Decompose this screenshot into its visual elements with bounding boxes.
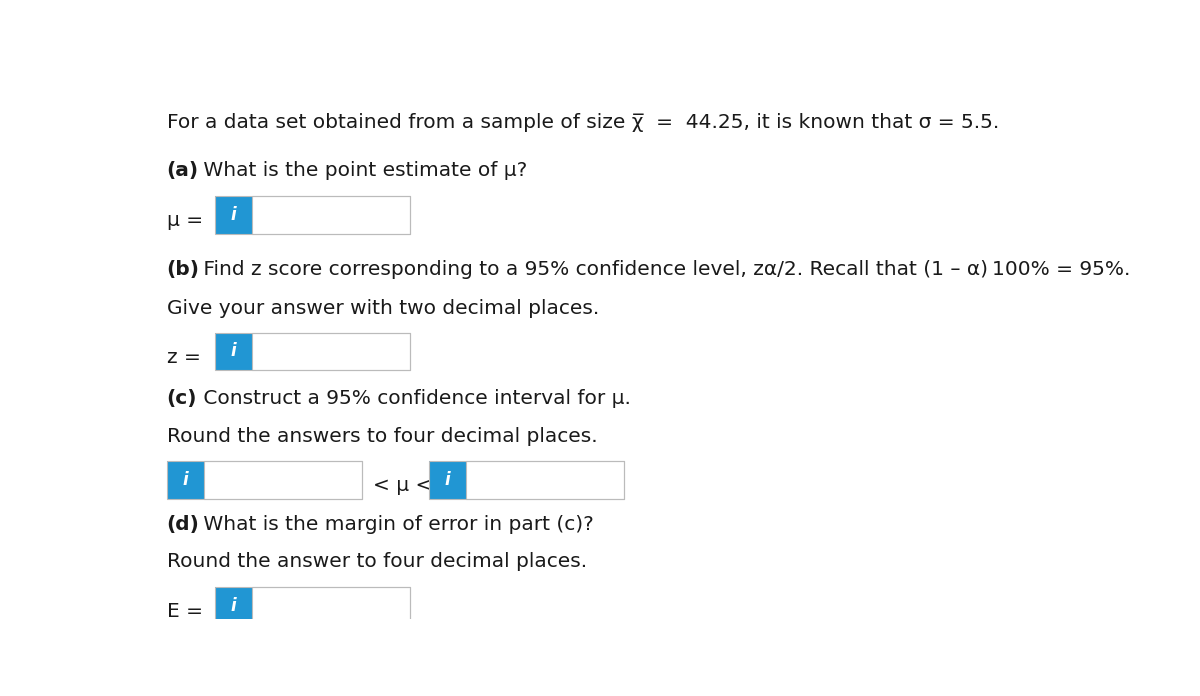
Text: Round the answers to four decimal places.: Round the answers to four decimal places… — [167, 427, 598, 445]
Text: What is the margin of error in part (c)?: What is the margin of error in part (c)? — [198, 515, 594, 534]
Text: i: i — [230, 597, 236, 615]
FancyBboxPatch shape — [215, 333, 252, 370]
FancyBboxPatch shape — [252, 196, 410, 234]
Text: E =: E = — [167, 602, 203, 622]
FancyBboxPatch shape — [466, 461, 624, 499]
Text: (d): (d) — [167, 515, 199, 534]
Text: i: i — [182, 471, 188, 489]
Text: Give your answer with two decimal places.: Give your answer with two decimal places… — [167, 299, 599, 319]
FancyBboxPatch shape — [252, 587, 410, 625]
Text: For a data set obtained from a sample of size χ̅  =  44.25, it is known that σ =: For a data set obtained from a sample of… — [167, 113, 998, 132]
FancyBboxPatch shape — [430, 461, 466, 499]
Text: Round the answer to four decimal places.: Round the answer to four decimal places. — [167, 553, 587, 571]
Text: Find z score corresponding to a 95% confidence level, zα/2. Recall that (1 – α) : Find z score corresponding to a 95% conf… — [198, 260, 1130, 279]
Text: i: i — [230, 342, 236, 361]
Text: μ =: μ = — [167, 211, 203, 230]
FancyBboxPatch shape — [167, 461, 204, 499]
FancyBboxPatch shape — [204, 461, 362, 499]
Text: (c): (c) — [167, 389, 197, 408]
Text: (a): (a) — [167, 161, 199, 180]
FancyBboxPatch shape — [215, 196, 252, 234]
Text: z =: z = — [167, 348, 200, 367]
FancyBboxPatch shape — [215, 587, 252, 625]
FancyBboxPatch shape — [252, 333, 410, 370]
Text: (b): (b) — [167, 260, 199, 279]
Text: i: i — [445, 471, 450, 489]
Text: i: i — [230, 206, 236, 224]
Text: What is the point estimate of μ?: What is the point estimate of μ? — [198, 161, 528, 180]
Text: < μ <: < μ < — [373, 476, 432, 496]
Text: Construct a 95% confidence interval for μ.: Construct a 95% confidence interval for … — [198, 389, 631, 408]
